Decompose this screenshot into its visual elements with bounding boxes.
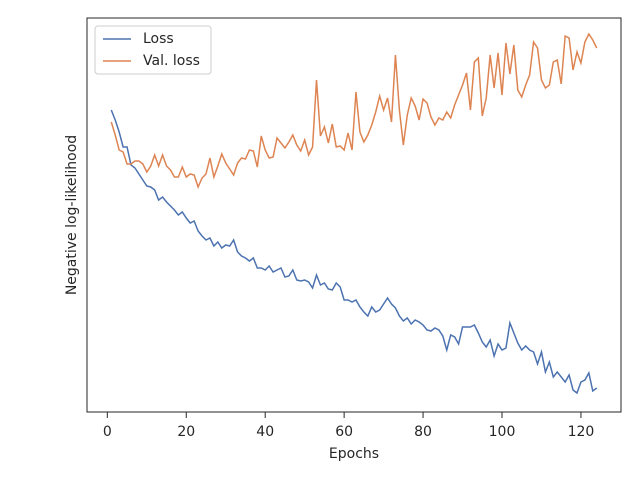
line-series	[110, 109, 598, 395]
x-tick-label: 0	[103, 424, 112, 440]
legend-label: Loss	[143, 31, 174, 47]
line-series	[110, 32, 598, 190]
legend-box	[94, 25, 212, 75]
legend-label: Val. loss	[143, 53, 200, 69]
x-axis-label: Epochs	[329, 446, 379, 462]
x-tick-label: 60	[335, 424, 353, 440]
x-tick-label: 40	[256, 424, 274, 440]
x-tick-label: 100	[489, 424, 516, 440]
x-tick-label: 20	[177, 424, 195, 440]
plot-frame	[86, 17, 622, 413]
y-axis-label: Negative log-likelihood	[64, 135, 80, 295]
x-tick-label: 120	[568, 424, 595, 440]
x-tick-label: 80	[414, 424, 432, 440]
